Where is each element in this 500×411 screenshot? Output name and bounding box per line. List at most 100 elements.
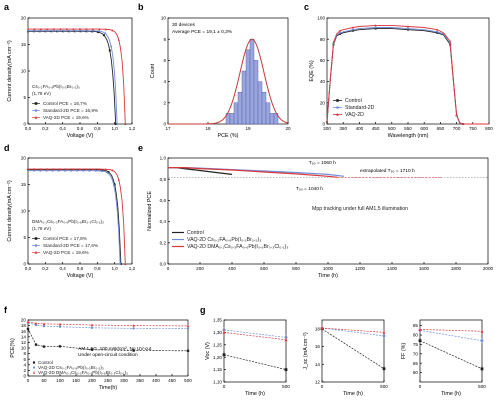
data-point [104,27,107,31]
data-point [382,367,386,371]
panel-f: 0 50 100 150 200 250 300 350 400 450 5000246810121… [10,318,192,391]
data-point [69,169,72,172]
y-tick-label: 4 [163,79,166,84]
x-tick-label: 1200 [355,266,366,271]
data-point [338,32,341,35]
data-point [80,29,83,32]
data-point [39,27,42,31]
caption-mpp: Mpp tracking under full AM1,5 illuminati… [312,206,408,212]
data-point [86,29,89,32]
y-tick-label: 6 [23,357,26,362]
x-tick-label: 400 [356,126,364,131]
x-tick-label: 200 [88,378,96,383]
series-line-1 [419,329,483,342]
x-tick-label: 1,2 [129,126,136,131]
data-point [56,29,59,32]
y-tick-label: 80 [320,37,326,42]
y-tick-label: 2 [163,100,166,105]
data-point [52,27,55,31]
data-point [98,30,101,33]
y-tick-label: 1,0 [160,156,167,161]
annotation-t90-2: T₉₀ = 1040 h [296,186,323,192]
annotation-conditions: AM 1,5G, 100 mW/cm², No UV-cut [78,346,152,352]
x-tick-label: 450 [168,378,176,383]
series-line-1 [223,329,287,338]
data-point [418,339,422,343]
data-point [42,322,46,326]
data-point [95,168,98,171]
panel-label-c: c [304,2,309,12]
data-point [76,169,79,172]
series-line-2 [28,28,126,125]
data-point [26,327,30,331]
y-tick-label: 8 [163,37,166,42]
data-point [38,29,41,32]
data-point [27,169,29,172]
data-point [186,349,190,352]
x-tick-label: 300 [120,378,128,383]
data-point [79,30,82,33]
x-tick-label: 1,0 [111,266,118,271]
annotation-count: 30 devices [172,22,196,28]
y-axis-label: Current density(mA cm⁻²) [7,40,13,101]
x-tick-label: 500 [478,384,486,389]
data-point [98,167,101,171]
legend-marker [336,106,339,109]
composition-label: DMA₀.₁Cs₀.₃FA₀.₆Pb(I₀.₆Br₀.₃Cl₀.₁)₃ [32,219,104,224]
series-line-2 [321,327,385,333]
panel-label-a: a [4,2,10,12]
data-point [480,329,484,333]
legend-marker [336,99,339,102]
data-point [51,168,54,171]
data-point [116,123,119,125]
panel-a: 0,0 0,2 0,4 0,6 0,8 1,0 1,2 0 5 10 15 20 Voltage (V)… [7,16,136,139]
x-tick-label: 18 [205,126,211,131]
data-point [27,29,29,32]
x-tick-label: 0,4 [59,126,66,131]
data-point [111,169,114,172]
data-point [94,169,97,172]
x-tick-label: 350 [339,126,347,131]
x-tick-label: 300 [323,126,331,131]
data-point [351,26,354,29]
data-point [65,27,68,31]
series-line-2 [27,321,189,327]
x-tick-label: 200 [196,266,204,271]
series-line-2 [419,329,483,332]
annotation-extrapolated: extrapolated T₉₀ = 1710 h [360,168,415,174]
data-point [186,327,190,330]
data-point [72,27,75,31]
legend-entry: VAQ-2D DMA₀.₁Cs₀.₃FA₀.₆Pb(I₀.₆Br₀.₃Cl₀.₁… [187,244,289,250]
histogram-bar [245,49,251,125]
legend-entry: VAQ-2D PCE = 19,6% [43,115,89,120]
data-point [82,168,85,171]
data-point [382,330,386,334]
x-tick-label: 0,4 [59,266,66,271]
data-point [284,338,288,342]
series-line-0 [28,30,117,125]
x-tick-label: 19 [245,126,251,131]
panel-b: 17 18 19 20 0 2 4 6 8 10 PCE (%) Count 30 devicesAve… [150,16,291,139]
panel-label-d: d [4,143,10,153]
x-tick-label: 0 [223,384,226,389]
data-point [46,27,49,31]
x-tick-label: 400 [152,378,160,383]
data-point [100,170,103,173]
panel-label-f: f [4,305,8,315]
data-point [222,353,226,357]
y-tick-label: 75 [413,342,419,347]
x-tick-label: 700 [453,126,461,131]
histogram-bar [269,113,275,125]
x-tick-label: 0,0 [25,126,32,131]
data-point [58,325,62,328]
data-point [34,343,38,346]
legend-entry: VAQ-2D DMA₀.₁Cs₀.₃FA₀.₆Pb(I₀.₆Br₀.₃Cl₀.₁… [38,370,128,375]
data-point [91,30,94,33]
data-point [59,167,62,171]
y-tick-label: 20 [21,156,27,161]
histogram-bar [237,91,243,125]
data-point [58,345,62,348]
data-point [88,168,91,171]
series-line-1 [321,327,385,337]
